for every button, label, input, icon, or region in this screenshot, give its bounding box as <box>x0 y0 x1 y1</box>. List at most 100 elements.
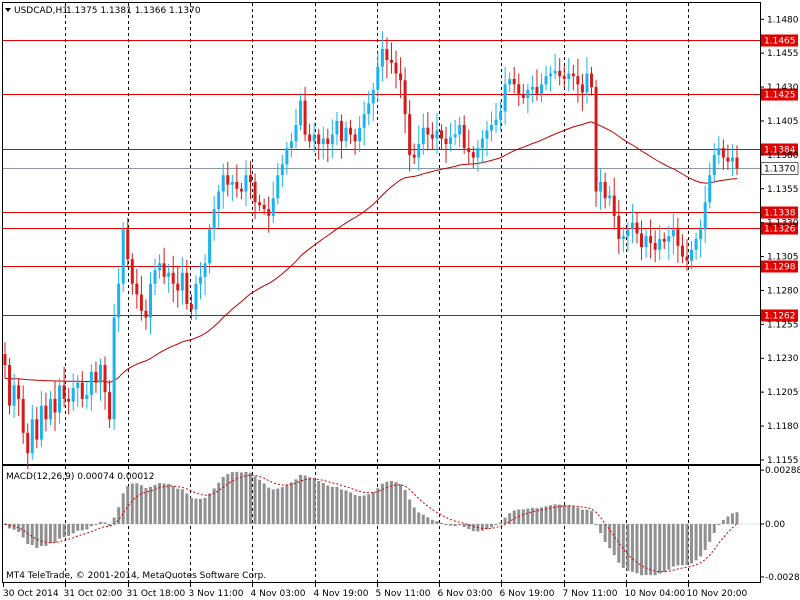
candle-body-bear <box>80 382 84 399</box>
macd-histogram-bar <box>349 492 353 524</box>
candle-body-bull <box>435 130 439 139</box>
candle-body-bull <box>230 181 234 185</box>
macd-histogram-bar <box>394 482 398 524</box>
candle-body-bull <box>549 73 553 77</box>
macd-histogram-bar <box>489 524 493 528</box>
candle-body-bull <box>71 388 75 402</box>
current-price-tag-text: 1.1370 <box>764 165 796 175</box>
macd-histogram-bar <box>317 481 321 524</box>
macd-histogram-bar <box>580 509 584 524</box>
level-price-tag <box>761 88 798 101</box>
macd-histogram-bar <box>453 524 457 527</box>
candle-body-bull <box>121 229 125 284</box>
macd-histogram-bar <box>280 487 284 524</box>
candle-body-bear <box>308 134 312 142</box>
candle-body-bear <box>139 294 143 311</box>
candle-body-bull <box>312 134 316 142</box>
candle-body-bear <box>126 229 130 260</box>
ohlc-readout: 1.1375 1.1381 1.1366 1.1370 <box>66 6 201 16</box>
candle-body-bear <box>389 59 393 63</box>
candle-body-bear <box>635 222 639 234</box>
candle-body-bull <box>194 283 198 310</box>
candle-body-bear <box>590 73 594 88</box>
candle-body-bull <box>48 398 52 420</box>
macd-histogram-bar <box>58 524 62 539</box>
macd-histogram-bar <box>544 506 548 524</box>
macd-histogram-bar <box>130 483 134 524</box>
macd-histogram-bar <box>576 507 580 524</box>
level-price-tag <box>761 260 798 273</box>
chart-menu-triangle-icon[interactable] <box>5 8 11 12</box>
macd-histogram-bar <box>480 524 484 531</box>
candle-body-bull <box>690 249 694 261</box>
macd-histogram-bar <box>640 524 644 576</box>
macd-histogram-bar <box>462 524 466 528</box>
candle-body-bear <box>399 73 403 81</box>
macd-histogram-bar <box>512 510 516 524</box>
candle-body-bear <box>267 209 271 216</box>
candle-body-bear <box>130 259 134 284</box>
candle-body-bear <box>680 245 684 257</box>
macd-histogram-bar <box>726 516 730 524</box>
macd-histogram-bar <box>89 524 93 527</box>
candle-body-bull <box>153 270 157 284</box>
macd-histogram-bar <box>80 524 84 531</box>
moving-average-line <box>4 121 738 384</box>
macd-histogram-bar <box>48 524 52 544</box>
macd-histogram-bar <box>353 495 357 524</box>
candle-body-bull <box>421 127 425 145</box>
price-axis-label: 1.1230 <box>767 354 799 364</box>
candle-body-bear <box>685 256 689 261</box>
candle-body-bull <box>217 191 221 210</box>
candle-body-bull <box>117 283 121 318</box>
macd-histogram-bar <box>712 524 716 533</box>
current-price-tag <box>760 162 799 175</box>
macd-histogram-bar <box>17 524 21 533</box>
candle-body-bear <box>562 76 566 79</box>
macd-histogram-bar <box>162 483 166 524</box>
macd-histogram-bar <box>230 472 234 524</box>
candle-body-bear <box>235 181 239 189</box>
candle-body-bear <box>349 127 353 135</box>
candle-body-bull <box>148 283 152 318</box>
macd-histogram-bar <box>108 524 112 526</box>
macd-histogram-bar <box>135 483 139 524</box>
macd-histogram-bar <box>39 524 43 547</box>
price-axis-label: 1.1455 <box>767 49 799 59</box>
macd-histogram-bar <box>199 498 203 524</box>
macd-histogram-bar <box>208 493 212 524</box>
macd-histogram-bar <box>389 481 393 524</box>
candle-body-bull <box>544 76 548 85</box>
macd-histogram-bar <box>662 524 666 573</box>
candle-body-bull <box>203 263 207 277</box>
candle-body-bull <box>417 144 421 158</box>
candle-body-bear <box>176 283 180 291</box>
macd-histogram-bar <box>439 522 443 524</box>
macd-histogram-bar <box>717 524 721 526</box>
candle-body-bull <box>85 394 89 399</box>
candle-body-bull <box>358 127 362 142</box>
candle-body-bear <box>353 134 357 142</box>
time-axis-label: 6 Nov 19:00 <box>500 589 555 599</box>
macd-histogram-bar <box>44 524 48 546</box>
macd-histogram-bar <box>339 489 343 524</box>
candle-body-bear <box>144 310 148 318</box>
macd-histogram-bar <box>53 524 57 543</box>
macd-histogram-bar <box>344 490 348 524</box>
candle-body-bull <box>453 134 457 138</box>
price-axis-label: 1.1205 <box>767 388 799 398</box>
candle-body-bear <box>317 134 321 145</box>
macd-histogram-bar <box>98 521 102 524</box>
candle-body-bear <box>471 152 475 158</box>
macd-histogram-bar <box>376 488 380 524</box>
candle-body-bear <box>339 120 343 142</box>
macd-histogram-bar <box>603 524 607 542</box>
candle-body-bear <box>444 138 448 145</box>
macd-histogram-bar <box>426 517 430 524</box>
macd-histogram-bar <box>217 482 221 524</box>
macd-histogram-bar <box>362 495 366 524</box>
macd-histogram-bar <box>194 498 198 524</box>
macd-histogram-bar <box>694 524 698 561</box>
